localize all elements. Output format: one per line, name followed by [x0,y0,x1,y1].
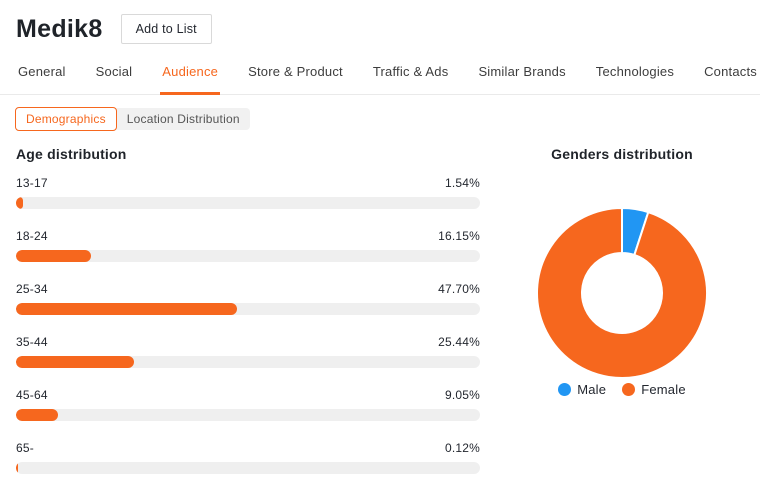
age-value: 0.12% [444,441,480,455]
tab-general[interactable]: General [18,64,66,79]
age-row-25-34: 25-34 47.70% [16,282,480,315]
age-label: 35-44 [16,335,48,349]
bar-fill [16,462,18,474]
age-label: 13-17 [16,176,48,190]
tab-traffic-ads[interactable]: Traffic & Ads [372,64,449,79]
bar-fill [16,197,24,209]
male-legend-dot-icon [558,383,572,396]
tab-audience[interactable]: Audience [160,60,221,95]
page-header: Medik8 Add to List [0,0,760,44]
tab-social[interactable]: Social [95,64,133,79]
age-row-45-64: 45-64 9.05% [16,388,480,421]
legend-label-female: Female [641,382,686,397]
bar-track [16,250,480,262]
age-value: 16.15% [438,229,480,243]
audience-subtabs: Demographics Location Distribution [15,107,250,131]
legend-item-female[interactable]: Female [622,382,686,397]
age-value: 25.44% [438,335,480,349]
main-tabs: General Social Audience Store & Product … [0,60,760,95]
age-label: 18-24 [16,229,48,243]
bar-fill [16,250,91,262]
age-value: 1.54% [444,176,480,190]
bar-track [16,197,480,209]
age-label: 45-64 [16,388,48,402]
bar-track [16,356,480,368]
tab-similar-brands[interactable]: Similar Brands [478,64,566,79]
age-label: 65- [16,441,34,455]
donut-slice-female [536,206,708,379]
age-value: 47.70% [438,282,480,296]
legend-label-male: Male [577,382,607,397]
bar-fill [16,356,135,368]
brand-title: Medik8 [16,14,103,43]
add-to-list-button[interactable]: Add to List [120,14,212,44]
genders-donut-chart [536,206,708,379]
age-row-13-17: 13-17 1.54% [16,176,480,209]
bar-track [16,462,480,474]
subtab-demographics[interactable]: Demographics [15,107,117,131]
donut-legend: Male Female [558,382,686,397]
legend-item-male[interactable]: Male [558,382,606,397]
bar-track [16,303,480,315]
tab-technologies[interactable]: Technologies [595,64,675,79]
age-distribution-section: Age distribution 13-17 1.54% 18-24 16.15… [16,146,480,494]
female-legend-dot-icon [622,383,636,396]
age-distribution-title: Age distribution [16,146,127,162]
genders-distribution-title: Genders distribution [551,146,693,162]
bar-fill [16,409,58,421]
content-area: Age distribution 13-17 1.54% 18-24 16.15… [0,146,760,494]
age-value: 9.05% [444,388,480,402]
age-row-35-44: 35-44 25.44% [16,335,480,368]
bar-track [16,409,480,421]
bar-fill [16,303,238,315]
age-row-65-plus: 65- 0.12% [16,441,480,474]
genders-distribution-section: Genders distribution Male Female [480,146,744,494]
subtab-location-distribution[interactable]: Location Distribution [126,112,240,126]
tab-store-product[interactable]: Store & Product [248,64,343,79]
tab-contacts[interactable]: Contacts [704,64,757,79]
age-label: 25-34 [16,282,48,296]
age-row-18-24: 18-24 16.15% [16,229,480,262]
age-distribution-chart: 13-17 1.54% 18-24 16.15% 25-34 [16,176,480,474]
